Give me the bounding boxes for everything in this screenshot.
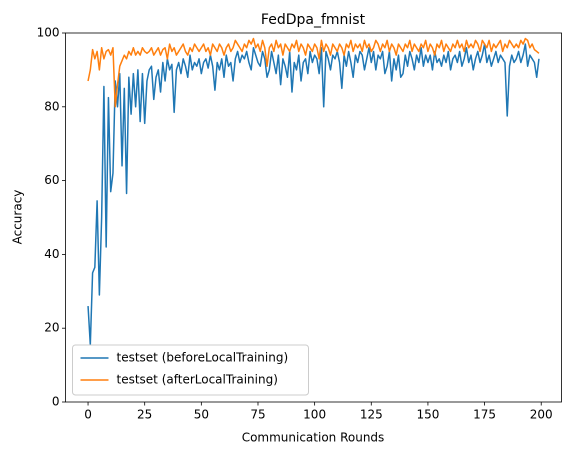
y-tick-label: 80 [44,99,59,113]
x-tick-label: 175 [473,408,496,422]
y-tick-label: 0 [52,395,60,409]
x-tick-label: 50 [194,408,209,422]
x-tick-label: 100 [303,408,326,422]
chart-title: FedDpa_fmnist [261,12,366,28]
line-series [87,37,540,108]
x-tick-label: 200 [530,408,553,422]
legend-label: testset (afterLocalTraining) [117,373,278,387]
y-tick-label: 20 [44,321,59,335]
x-tick-label: 25 [137,408,152,422]
x-tick-label: 0 [84,408,92,422]
plot-frame [65,32,562,403]
y-tick-label: 60 [44,173,59,187]
legend-box [72,344,309,396]
y-tick-label: 40 [44,247,59,261]
x-axis-label: Communication Rounds [242,431,385,445]
legend: testset (beforeLocalTraining) testset (af… [72,344,309,396]
x-tick-label: 125 [360,408,383,422]
x-tick-label: 75 [250,408,265,422]
legend-label: testset (beforeLocalTraining) [117,351,289,365]
x-tick-label: 150 [416,408,439,422]
y-tick-label: 100 [37,26,60,40]
y-axis-label: Accuracy [11,190,25,245]
line-series [87,43,540,346]
